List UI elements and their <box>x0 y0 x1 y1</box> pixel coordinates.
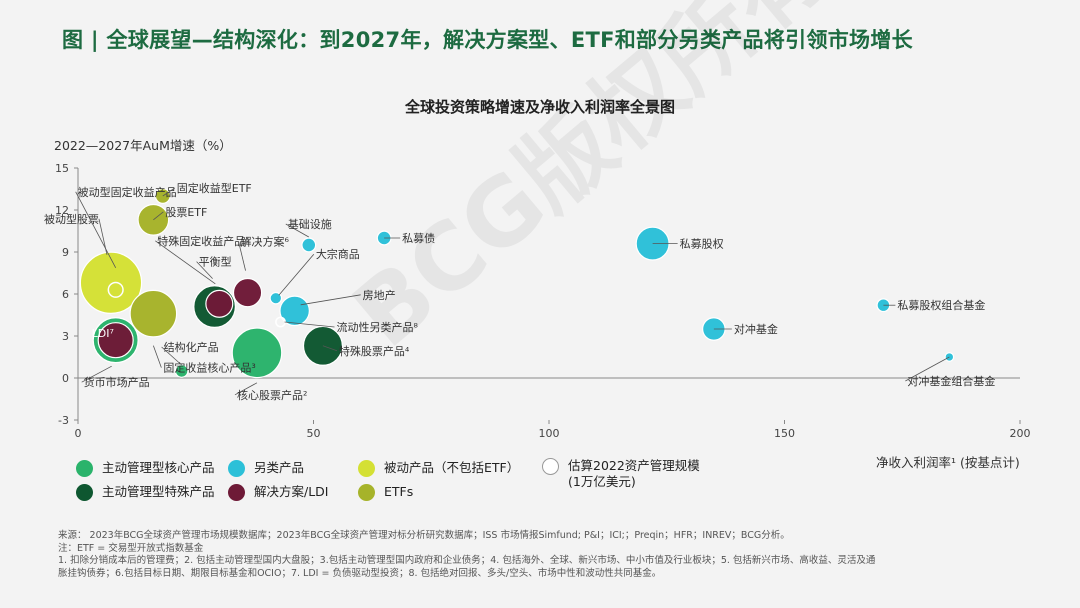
y-tick-label: 15 <box>55 162 69 175</box>
legend-item-active-core: 主动管理型核心产品 <box>76 460 215 477</box>
data-label: 基础设施 <box>288 218 332 231</box>
y-tick-label: 3 <box>62 330 69 343</box>
data-label: 平衡型 <box>199 255 232 269</box>
legend-swatch <box>228 460 245 477</box>
y-tick-label: 0 <box>62 372 69 385</box>
legend-label: 主动管理型核心产品 <box>102 460 215 475</box>
data-label: 解决方案⁶ <box>241 235 290 249</box>
legend-label: ETFs <box>384 484 414 499</box>
footnote-note: 注：ETF = 交易型开放式指数基金 <box>58 542 204 554</box>
data-label: 房地产 <box>363 288 396 302</box>
x-tick-label: 0 <box>75 427 82 440</box>
chart-title: 全球投资策略增速及净收入利润率全景图 <box>404 98 675 116</box>
leader-line <box>905 356 950 382</box>
data-label: 固定收益核心产品³ <box>163 361 255 375</box>
legend-swatch <box>76 460 93 477</box>
leader-line <box>155 240 216 285</box>
y-tick-label: 12 <box>55 204 69 217</box>
x-tick-label: 50 <box>307 427 321 440</box>
leader-line <box>300 294 361 306</box>
leader-line <box>322 345 338 352</box>
x-axis-label: 净收入利润率¹ (按基点计) <box>876 455 1020 470</box>
x-tick-label: 150 <box>774 427 795 440</box>
footnote-line: 胀挂钩债券；6.包括目标日期、期限目标基金和OCIO；7. LDI = 负债驱动… <box>58 567 662 579</box>
leader-line <box>153 211 164 221</box>
data-label: 特殊固定收益产品⁵ <box>157 234 249 248</box>
legend-item-etfs: ETFs <box>358 484 413 501</box>
legend-swatch <box>228 484 245 501</box>
legend-item-active-special: 主动管理型特殊产品 <box>76 484 215 501</box>
bubble <box>97 322 134 359</box>
data-label: 私募股权组合基金 <box>897 298 985 312</box>
bubble <box>301 237 317 253</box>
leader-line <box>278 253 315 296</box>
leader-line <box>162 187 176 197</box>
footnote-line: 1. 扣除分销成本后的管理费；2. 包括主动管理型国内大盘股；3.包括主动管理型… <box>58 555 876 567</box>
legend-label: 另类产品 <box>254 460 305 475</box>
leader-line <box>81 365 112 383</box>
data-label: 私募债 <box>402 231 435 245</box>
leader-line <box>161 346 182 366</box>
data-label: 特殊股票产品⁴ <box>339 344 410 358</box>
leader-line <box>196 261 213 279</box>
legend-label: 估算2022资产管理规模 (1万亿美元) <box>568 458 700 489</box>
bubble <box>269 291 283 305</box>
legend-item-alternatives: 另类产品 <box>228 460 304 477</box>
x-tick-label: 200 <box>1010 427 1031 440</box>
bubble-outline <box>107 281 124 298</box>
data-label: 被动型股票 <box>44 212 99 226</box>
leader-line <box>238 241 246 271</box>
leader-line <box>234 382 258 396</box>
page-title: 图 | 全球展望—结构深化：到2027年，解决方案型、ETF和部分另类产品将引领… <box>62 28 913 52</box>
legend-swatch <box>542 458 559 475</box>
data-label: 私募股权 <box>680 238 724 251</box>
bubble <box>279 295 310 327</box>
legend-item-passive: 被动产品（不包括ETF） <box>358 460 519 477</box>
data-label: 核心股票产品² <box>237 388 307 402</box>
data-label: 对冲基金 <box>734 322 778 336</box>
legend-label: 解决方案/LDI <box>254 484 329 499</box>
y-tick-label: 6 <box>62 288 69 301</box>
data-label: 大宗商品 <box>316 247 360 261</box>
data-label: 被动型固定收益产品 <box>78 185 177 199</box>
leader-line <box>75 191 117 268</box>
bubble <box>232 277 263 308</box>
legend-swatch <box>358 460 375 477</box>
footnotes: 来源： 2023年BCG全球资产管理市场规模数据库；2023年BCG全球资产管理… <box>58 530 1018 580</box>
legend-label: 主动管理型特殊产品 <box>102 484 215 499</box>
x-tick-label: 100 <box>539 427 560 440</box>
data-label: 对冲基金组合基金 <box>907 374 995 388</box>
legend-item-solutions: 解决方案/LDI <box>228 484 329 501</box>
data-label: 货币市场产品 <box>84 375 150 389</box>
data-label: 股票ETF <box>165 206 207 219</box>
legend-item-aum-scale: 估算2022资产管理规模 (1万亿美元) <box>542 458 708 490</box>
leader-line <box>284 321 335 328</box>
bubble <box>205 289 234 318</box>
data-label: 流动性另类产品⁸ <box>337 320 419 334</box>
data-label: 结构化产品 <box>164 340 219 354</box>
bubble <box>231 327 283 379</box>
leader-line <box>152 345 162 368</box>
y-tick-label: 9 <box>62 246 69 259</box>
legend-label: 被动产品（不包括ETF） <box>384 460 520 475</box>
data-label: 固定收益型ETF <box>177 181 252 195</box>
bubble <box>129 289 178 338</box>
bubble-outline <box>275 316 286 328</box>
footnote-source: 来源： 2023年BCG全球资产管理市场规模数据库；2023年BCG全球资产管理… <box>58 530 790 541</box>
y-tick-label: -3 <box>58 414 69 427</box>
bubble <box>79 251 143 314</box>
legend-swatch <box>358 484 375 501</box>
leader-line <box>285 223 309 238</box>
legend-swatch <box>76 484 93 501</box>
legend: 主动管理型核心产品 另类产品 被动产品（不包括ETF） 估算2022资产管理规模… <box>76 456 756 506</box>
y-axis-label: 2022—2027年AuM增速（%） <box>54 138 232 153</box>
data-label: LDI⁷ <box>92 327 114 340</box>
